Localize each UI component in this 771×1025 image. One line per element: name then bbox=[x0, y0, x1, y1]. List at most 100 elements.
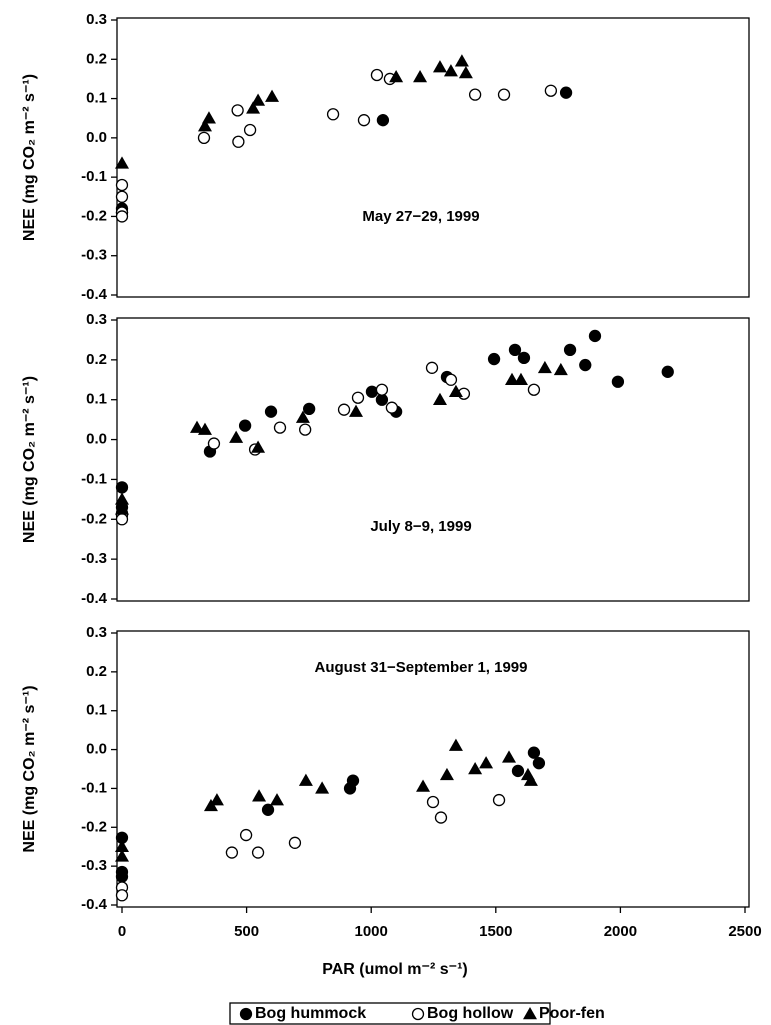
triangle-point bbox=[504, 372, 519, 386]
open-circle-point bbox=[251, 846, 265, 859]
y-tick-label: 0.1 bbox=[86, 90, 107, 107]
triangle-point bbox=[190, 420, 205, 433]
legend: Bog hummock Bog hollow Poor-fen bbox=[229, 1002, 605, 1025]
open-circle-point bbox=[375, 383, 389, 396]
triangle-point bbox=[448, 384, 463, 397]
circle-point bbox=[508, 343, 522, 357]
open-circle-point bbox=[370, 68, 384, 82]
open-circle-point bbox=[337, 403, 351, 416]
y-axis-label: NEE (mg CO₂ m⁻² s⁻¹) bbox=[21, 376, 38, 543]
open-circle-point bbox=[385, 401, 399, 414]
open-circle-point bbox=[326, 108, 340, 121]
triangle-point bbox=[197, 422, 212, 435]
annotation: July 8−9, 1999 bbox=[370, 518, 471, 535]
y-tick-label: -0.1 bbox=[81, 470, 107, 487]
triangle-point bbox=[537, 360, 552, 374]
triangle-point bbox=[468, 762, 483, 775]
x-tick-label: 2500 bbox=[728, 923, 761, 940]
y-tick-label: -0.1 bbox=[81, 779, 107, 796]
triangle-point bbox=[454, 54, 469, 67]
circle-point bbox=[261, 803, 275, 816]
y-axis-label: NEE (mg CO₂ m⁻² s⁻¹) bbox=[21, 74, 38, 241]
plot-frame bbox=[116, 317, 750, 602]
annotation: August 31−September 1, 1999 bbox=[314, 659, 527, 676]
y-tick-label: 0.2 bbox=[86, 663, 107, 680]
y-tick-label: -0.3 bbox=[81, 857, 107, 874]
triangle-point bbox=[246, 101, 261, 114]
circle-point bbox=[115, 870, 129, 883]
legend-label: Bog hollow bbox=[427, 1005, 514, 1022]
triangle-point bbox=[252, 789, 267, 802]
triangle-point bbox=[115, 492, 129, 505]
open-circle-point bbox=[288, 836, 302, 849]
circle-point bbox=[264, 405, 278, 418]
open-circle-point bbox=[468, 88, 482, 101]
y-tick-label: 0.1 bbox=[86, 702, 107, 719]
circle-point bbox=[563, 343, 577, 357]
y-tick-label: 0.3 bbox=[86, 311, 107, 328]
y-tick-label: 0.0 bbox=[86, 741, 107, 758]
triangle-point bbox=[201, 111, 216, 124]
triangle-point bbox=[229, 430, 244, 443]
y-tick-label: -0.2 bbox=[81, 818, 107, 835]
y-tick-label: 0.2 bbox=[86, 50, 107, 67]
annotation: May 27−29, 1999 bbox=[362, 208, 479, 225]
triangle-point bbox=[298, 773, 313, 786]
circle-point bbox=[559, 86, 573, 99]
open-circle-point bbox=[492, 793, 506, 807]
circle-point bbox=[346, 774, 360, 787]
triangle-point bbox=[458, 66, 473, 79]
triangle-point bbox=[389, 69, 404, 83]
circle-point bbox=[532, 757, 546, 770]
open-circle-point bbox=[207, 437, 221, 450]
y-tick-label: 0.3 bbox=[86, 11, 107, 28]
y-tick-label: -0.3 bbox=[81, 550, 107, 567]
open-circle-point bbox=[426, 795, 440, 809]
triangle-point bbox=[553, 362, 568, 376]
open-circle-point bbox=[544, 84, 558, 97]
triangle-point bbox=[439, 767, 454, 781]
circle-point bbox=[365, 385, 379, 398]
open-circle-point bbox=[497, 88, 511, 101]
open-circle-point bbox=[225, 846, 239, 859]
y-tick-label: 0.2 bbox=[86, 351, 107, 368]
x-tick-label: 1000 bbox=[355, 923, 388, 940]
triangle-point bbox=[197, 119, 212, 132]
plot-frame bbox=[116, 630, 750, 908]
triangle-point bbox=[513, 372, 528, 386]
open-circle-point bbox=[434, 811, 448, 824]
y-axis-label: NEE (mg CO₂ m⁻² s⁻¹) bbox=[21, 685, 38, 852]
triangle-point bbox=[251, 93, 266, 106]
triangle-point bbox=[270, 793, 285, 806]
legend-marker bbox=[523, 1007, 537, 1020]
legend-box bbox=[229, 1002, 551, 1025]
triangle-point bbox=[523, 773, 538, 786]
legend-label: Poor-fen bbox=[539, 1005, 605, 1022]
circle-point bbox=[238, 419, 252, 432]
open-circle-point bbox=[115, 178, 129, 192]
circle-point bbox=[511, 764, 525, 778]
open-circle-point bbox=[527, 383, 541, 396]
circle-point bbox=[527, 746, 541, 759]
triangle-point bbox=[348, 404, 363, 417]
triangle-point bbox=[479, 756, 494, 769]
y-tick-label: 0.1 bbox=[86, 391, 107, 408]
open-circle-point bbox=[299, 423, 312, 436]
circle-point bbox=[661, 365, 674, 378]
open-circle-point bbox=[197, 131, 211, 145]
circle-point bbox=[579, 358, 592, 372]
open-circle-point bbox=[243, 123, 257, 137]
x-axis-label: PAR (umol m⁻² s⁻¹) bbox=[322, 961, 467, 978]
x-tick-label: 0 bbox=[118, 923, 126, 940]
circle-point bbox=[611, 375, 625, 388]
triangle-point bbox=[295, 410, 310, 423]
x-tick-label: 500 bbox=[234, 923, 259, 940]
plot-frame bbox=[116, 17, 750, 298]
y-tick-label: 0.0 bbox=[86, 129, 107, 146]
open-circle-point bbox=[273, 421, 287, 434]
triangle-point bbox=[443, 64, 458, 77]
triangle-point bbox=[115, 502, 129, 515]
open-circle-point bbox=[232, 135, 245, 148]
open-circle-point bbox=[444, 373, 458, 386]
